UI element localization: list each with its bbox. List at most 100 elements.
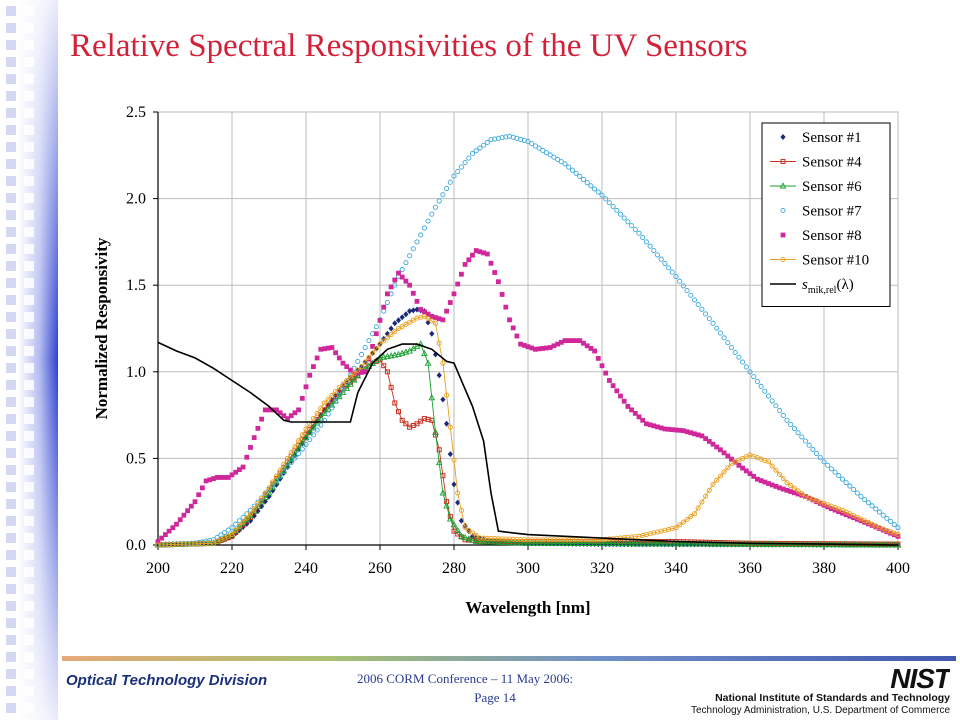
data-point — [259, 503, 265, 510]
data-point — [302, 433, 310, 441]
data-point — [425, 311, 431, 317]
data-point — [573, 537, 579, 543]
data-point — [407, 308, 413, 315]
data-point — [292, 410, 298, 416]
data-point — [177, 541, 183, 547]
y-tick-label: 1.5 — [126, 277, 146, 294]
data-point — [510, 536, 516, 542]
data-point — [603, 536, 609, 543]
data-point — [758, 383, 764, 389]
data-point — [429, 313, 435, 319]
data-point — [547, 152, 553, 158]
data-point — [610, 383, 616, 389]
data-point — [721, 450, 727, 456]
data-point — [211, 476, 216, 482]
data-point — [192, 499, 198, 505]
data-point — [487, 538, 495, 545]
data-point — [706, 487, 712, 493]
data-point — [888, 518, 894, 524]
data-point — [229, 525, 235, 531]
data-point — [555, 156, 561, 163]
data-point — [432, 320, 439, 326]
data-point — [643, 540, 650, 547]
legend-marker — [780, 232, 786, 238]
data-point — [680, 540, 687, 547]
data-point — [521, 537, 527, 543]
data-point — [502, 538, 510, 545]
data-point — [348, 367, 353, 373]
data-point — [425, 218, 431, 224]
data-point — [421, 313, 427, 319]
data-point — [259, 495, 265, 501]
legend-marker — [780, 207, 786, 214]
data-point — [181, 541, 187, 547]
data-point — [373, 331, 379, 337]
data-point — [163, 532, 168, 538]
data-point — [740, 359, 746, 365]
data-point — [444, 420, 450, 427]
data-point — [173, 541, 180, 547]
data-point — [424, 359, 432, 366]
data-point — [777, 408, 783, 414]
data-point — [683, 540, 691, 547]
data-point — [192, 541, 198, 547]
data-point — [832, 507, 838, 513]
data-point — [640, 235, 646, 241]
data-point — [518, 341, 523, 347]
data-point — [618, 393, 623, 399]
data-point — [539, 539, 547, 546]
data-point — [598, 539, 606, 547]
data-point — [418, 418, 424, 424]
data-point — [644, 421, 649, 427]
data-point — [570, 338, 575, 344]
data-point — [657, 540, 665, 547]
data-point — [669, 269, 675, 275]
data-point — [287, 456, 295, 463]
data-point — [540, 147, 546, 154]
data-point — [717, 540, 724, 547]
data-point — [692, 431, 697, 437]
data-point — [710, 441, 716, 447]
data-point — [503, 536, 509, 542]
data-point — [877, 526, 882, 531]
data-point — [237, 467, 242, 473]
data-point — [736, 462, 742, 468]
data-point — [333, 350, 338, 356]
data-point — [762, 388, 768, 394]
data-point — [609, 539, 617, 547]
data-point — [455, 169, 461, 175]
data-point — [454, 526, 462, 534]
data-point — [614, 207, 620, 213]
data-point — [725, 340, 731, 346]
data-point — [869, 523, 875, 528]
data-point — [773, 484, 779, 489]
spectral-responsivity-chart: 200 220 240 260 280 300 320 340 360 380 400 0.0 0.5 1… — [92, 104, 910, 617]
data-point — [299, 432, 305, 438]
data-point — [380, 353, 388, 360]
data-point — [839, 476, 846, 482]
data-point — [481, 535, 487, 541]
data-point — [662, 426, 668, 432]
data-point — [603, 196, 609, 202]
data-point — [728, 345, 735, 351]
data-point — [866, 521, 871, 527]
data-point — [702, 540, 709, 547]
data-point — [632, 226, 638, 232]
footer-page-number: Page 14 — [474, 690, 516, 705]
data-point — [595, 355, 601, 361]
data-point — [588, 346, 594, 351]
data-point — [554, 539, 561, 546]
data-point — [343, 384, 351, 391]
decorative-left-rail — [6, 0, 58, 720]
y-tick-label: 0.0 — [126, 537, 146, 554]
legend-label: Sensor #4 — [802, 155, 862, 171]
data-point — [355, 367, 361, 373]
data-point — [306, 429, 314, 436]
data-point — [762, 479, 768, 485]
data-point — [446, 515, 454, 522]
data-point — [324, 405, 332, 412]
data-point — [521, 342, 527, 348]
data-point — [399, 274, 405, 280]
data-point — [270, 479, 276, 485]
data-point — [714, 325, 720, 331]
